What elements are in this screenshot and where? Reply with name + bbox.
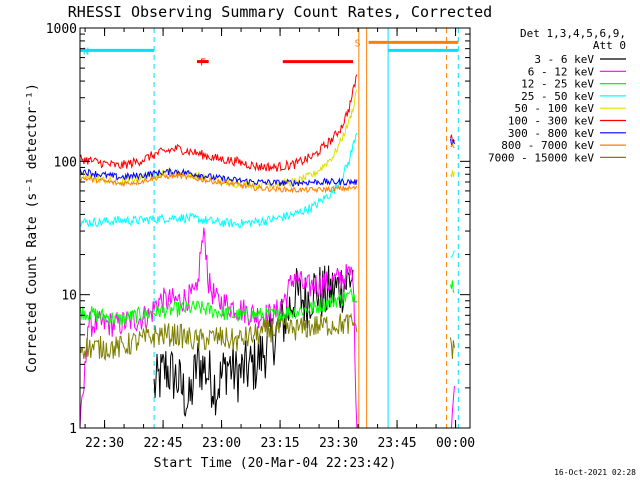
x-tick-label: 23:30: [319, 436, 358, 451]
legend-label: 300 - 800 keV: [508, 127, 594, 140]
plot-frame: [79, 27, 471, 429]
legend-label: 800 - 7000 keV: [501, 139, 594, 152]
legend-label: 25 - 50 keV: [521, 90, 594, 103]
legend-label: 50 - 100 keV: [515, 102, 595, 115]
x-tick-label: 00:00: [436, 436, 475, 451]
series-line: [450, 250, 455, 258]
y-tick-label: 10: [61, 289, 77, 304]
y-tick-label: 1000: [46, 22, 77, 37]
x-tick-label: 22:30: [85, 436, 124, 451]
series-line: [450, 337, 455, 360]
legend-label: 3 - 6 keV: [534, 53, 594, 66]
annotation-layer: N F S: [80, 28, 459, 428]
legend-header: Det 1,3,4,5,6,9,: [520, 27, 626, 40]
timestamp: 16-Oct-2021 02:28: [554, 468, 636, 477]
x-axis-label: Start Time (20-Mar-04 22:23:42): [154, 456, 397, 471]
chart-title: RHESSI Observing Summary Count Rates, Co…: [68, 3, 492, 21]
series-line: [450, 280, 455, 293]
y-axis-label: Corrected Count Rate (s⁻¹ detector⁻¹): [25, 83, 40, 373]
legend-label: 6 - 12 keV: [528, 65, 595, 78]
series-line: [79, 287, 358, 326]
series-layer: [79, 74, 455, 429]
series-line: [79, 89, 358, 190]
legend-label: 12 - 25 keV: [521, 78, 594, 91]
x-tick-label: 23:00: [202, 436, 241, 451]
series-line: [153, 265, 354, 417]
series-line: [450, 170, 455, 179]
x-tick-label: 22:45: [143, 436, 182, 451]
series-line: [79, 172, 358, 194]
legend-label: 7000 - 15000 keV: [488, 151, 594, 164]
flag-label: S: [355, 38, 361, 49]
series-line: [79, 167, 358, 187]
x-tick-label: 23:45: [377, 436, 416, 451]
series-line: [79, 132, 358, 229]
series-line: [79, 312, 358, 361]
y-tick-label: 100: [54, 155, 77, 170]
series-line: [79, 74, 358, 172]
x-tick-label: 23:15: [260, 436, 299, 451]
legend-header: Att 0: [593, 39, 626, 52]
y-tick-label: 1: [69, 422, 77, 437]
flag-label: N: [83, 46, 89, 57]
series-line: [450, 142, 455, 149]
legend-label: 100 - 300 keV: [508, 115, 594, 128]
axis-layer: 1 10 100 1000 22:30 22:45 23:00 23:15 23:30 23:45…: [46, 22, 475, 451]
flag-label: F: [200, 58, 206, 69]
series-line: [79, 227, 358, 429]
